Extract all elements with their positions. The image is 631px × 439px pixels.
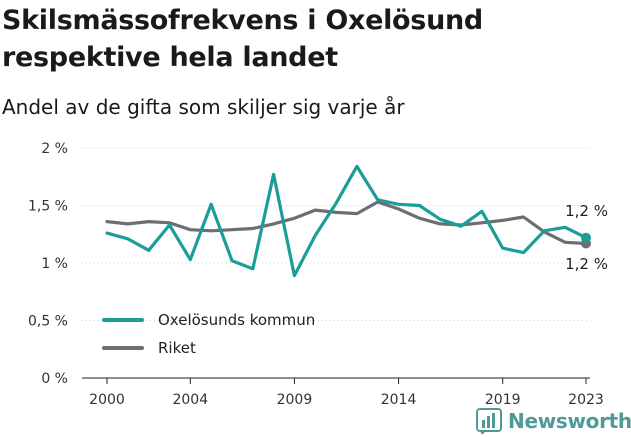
series-line-0	[105, 164, 588, 278]
x-tick-label: 2009	[277, 392, 313, 408]
x-tick-label: 2019	[485, 392, 521, 408]
legend: Oxelösunds kommun Riket	[102, 311, 315, 357]
end-labels: 1,2 % 1,2 %	[565, 202, 608, 273]
end-label-1: 1,2 %	[565, 255, 608, 273]
chart-title: Skilsmässofrekvens i Oxelösund respektiv…	[2, 5, 483, 73]
y-axis: 0 % 0,5 % 1 % 1,5 % 2 %	[28, 141, 68, 387]
x-tick-label: 2004	[172, 392, 208, 408]
x-axis: 2000 2004 2009 2014 2019 2023	[82, 377, 604, 408]
legend-label: Riket	[158, 339, 196, 357]
y-tick-label: 0,5 %	[28, 314, 68, 330]
x-tick-label: 2023	[568, 392, 604, 408]
newsworthy-logo-text: Newsworthy	[508, 409, 631, 433]
end-point-0	[581, 232, 591, 243]
chart-subtitle: Andel av de gifta som skiljer sig varje …	[2, 95, 405, 119]
series-line-1	[105, 200, 588, 246]
series-lines	[105, 164, 591, 278]
newsworthy-logo-icon	[476, 408, 502, 434]
y-tick-label: 1,5 %	[28, 199, 68, 215]
x-tick-label: 2014	[381, 392, 417, 408]
legend-label: Oxelösunds kommun	[158, 311, 315, 329]
x-tick-label: 2000	[89, 392, 125, 408]
y-tick-label: 2 %	[41, 141, 68, 157]
newsworthy-logo: Newsworthy	[476, 407, 631, 435]
end-label-0: 1,2 %	[565, 202, 608, 220]
y-tick-label: 0 %	[41, 371, 68, 387]
y-tick-label: 1 %	[41, 256, 68, 272]
gridlines	[82, 147, 590, 321]
